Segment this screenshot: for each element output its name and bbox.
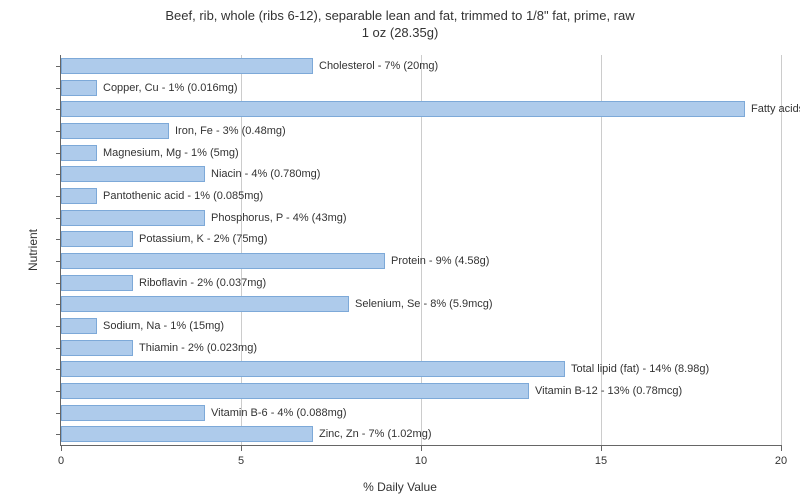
- bar-label: Niacin - 4% (0.780mg): [211, 166, 320, 182]
- bar: [61, 405, 205, 421]
- bar: [61, 123, 169, 139]
- title-line2: 1 oz (28.35g): [362, 25, 439, 40]
- bar: [61, 80, 97, 96]
- x-tick-label: 10: [415, 455, 427, 467]
- bar: [61, 275, 133, 291]
- bar-label: Cholesterol - 7% (20mg): [319, 58, 438, 74]
- x-tick-label: 20: [775, 455, 787, 467]
- x-tick-label: 15: [595, 455, 607, 467]
- bar-label: Magnesium, Mg - 1% (5mg): [103, 145, 239, 161]
- bar: [61, 231, 133, 247]
- bar: [61, 166, 205, 182]
- bar: [61, 361, 565, 377]
- chart-title: Beef, rib, whole (ribs 6-12), separable …: [0, 0, 800, 42]
- bar: [61, 318, 97, 334]
- chart-container: Beef, rib, whole (ribs 6-12), separable …: [0, 0, 800, 500]
- bar: [61, 145, 97, 161]
- bar: [61, 383, 529, 399]
- bar: [61, 426, 313, 442]
- x-tick: [421, 445, 422, 451]
- bar-label: Thiamin - 2% (0.023mg): [139, 340, 257, 356]
- x-tick-label: 5: [238, 455, 244, 467]
- x-axis-label: % Daily Value: [363, 480, 437, 494]
- x-tick-label: 0: [58, 455, 64, 467]
- bar: [61, 210, 205, 226]
- x-tick: [241, 445, 242, 451]
- plot-area: 05101520Cholesterol - 7% (20mg)Copper, C…: [60, 55, 781, 446]
- bar-label: Protein - 9% (4.58g): [391, 253, 489, 269]
- bar: [61, 340, 133, 356]
- x-tick: [781, 445, 782, 451]
- bar-label: Pantothenic acid - 1% (0.085mg): [103, 188, 263, 204]
- bar: [61, 58, 313, 74]
- x-tick: [601, 445, 602, 451]
- x-tick: [61, 445, 62, 451]
- bar-label: Vitamin B-12 - 13% (0.78mcg): [535, 383, 682, 399]
- y-axis-label: Nutrient: [26, 229, 40, 271]
- title-line1: Beef, rib, whole (ribs 6-12), separable …: [165, 8, 634, 23]
- bar-label: Potassium, K - 2% (75mg): [139, 231, 267, 247]
- bar-label: Selenium, Se - 8% (5.9mcg): [355, 296, 493, 312]
- bar-label: Sodium, Na - 1% (15mg): [103, 318, 224, 334]
- bar-label: Zinc, Zn - 7% (1.02mg): [319, 426, 431, 442]
- bar: [61, 101, 745, 117]
- bar-label: Iron, Fe - 3% (0.48mg): [175, 123, 286, 139]
- bar-label: Riboflavin - 2% (0.037mg): [139, 275, 266, 291]
- bar: [61, 253, 385, 269]
- bar-label: Fatty acids, total saturated - 19% (3.74…: [751, 101, 800, 117]
- bar-label: Copper, Cu - 1% (0.016mg): [103, 80, 238, 96]
- bar-label: Total lipid (fat) - 14% (8.98g): [571, 361, 709, 377]
- bar: [61, 296, 349, 312]
- bar-label: Vitamin B-6 - 4% (0.088mg): [211, 405, 347, 421]
- bar: [61, 188, 97, 204]
- bar-label: Phosphorus, P - 4% (43mg): [211, 210, 347, 226]
